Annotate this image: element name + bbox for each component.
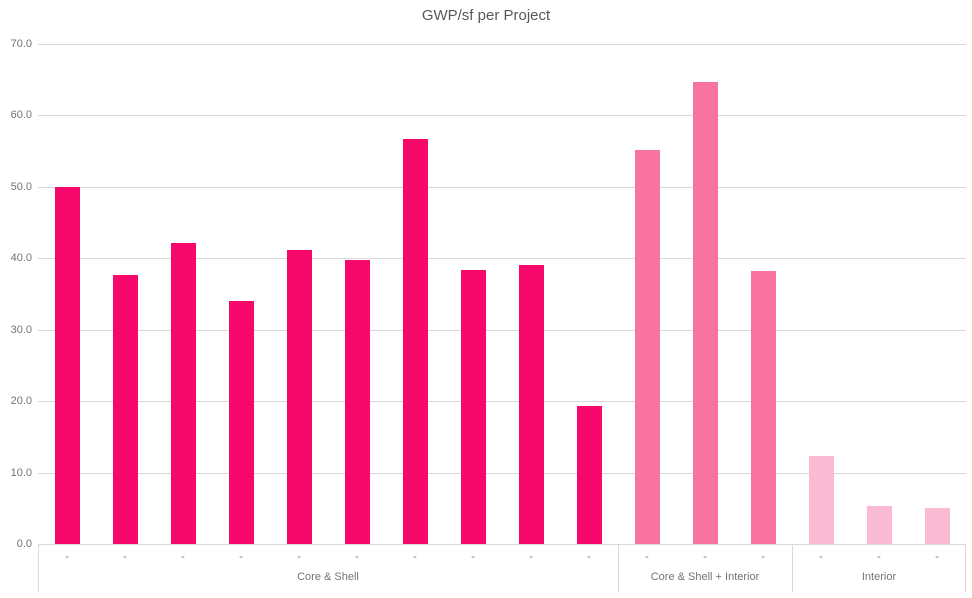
y-tick-label-10.0: 10.0 [10, 466, 32, 479]
axis-separator-1 [618, 545, 619, 592]
group-label-interior: Interior [861, 571, 897, 583]
y-tick-label-30.0: 30.0 [10, 323, 32, 336]
bar-core-shell-9 [518, 264, 544, 544]
bar-core-shell-2 [112, 275, 138, 544]
bar-core-shell-7 [402, 139, 428, 544]
gridline-60.0 [38, 115, 966, 117]
y-tick-label-20.0: 20.0 [10, 395, 32, 408]
axis-separator-0 [38, 545, 39, 592]
y-tick-label-60.0: 60.0 [10, 109, 32, 122]
group-label-core-shell: Core & Shell [297, 571, 359, 583]
x-tick-label: - [703, 551, 707, 563]
gridline-30.0 [38, 329, 966, 331]
bar-core-shell-4 [228, 301, 254, 544]
x-axis-band: - - - - - - - - - - Core & Shell - - - Core & Shell + … [38, 544, 966, 592]
axis-separator-2 [792, 545, 793, 592]
axis-separator-3 [965, 545, 966, 592]
x-tick-label: - [123, 551, 127, 563]
gridline-20.0 [38, 401, 966, 403]
x-tick-label: - [529, 551, 533, 563]
bar-interior-3 [924, 507, 950, 544]
x-tick-label: - [819, 551, 823, 563]
y-tick-label-70.0: 70.0 [10, 38, 32, 50]
x-tick-label: - [181, 551, 185, 563]
x-tick-label: - [587, 551, 591, 563]
bar-core-shell-3 [170, 242, 196, 544]
x-tick-label: - [761, 551, 765, 563]
x-tick-label: - [65, 551, 69, 563]
y-tick-label-50.0: 50.0 [10, 180, 32, 193]
x-tick-label: - [877, 551, 881, 563]
bar-interior-2 [866, 506, 892, 544]
x-tick-label: - [471, 551, 475, 563]
x-tick-label: - [239, 551, 243, 563]
bar-core-shell-interior-3 [750, 271, 776, 544]
bar-core-shell-6 [344, 260, 370, 544]
plot-area [38, 44, 966, 544]
group-label-core-shell-interior: Core & Shell + Interior [650, 571, 760, 583]
y-tick-label-40.0: 40.0 [10, 252, 32, 265]
bar-core-shell-interior-2 [692, 81, 718, 544]
bar-core-shell-8 [460, 270, 486, 544]
y-tick-label-0.0: 0.0 [16, 538, 32, 550]
x-tick-label: - [645, 551, 649, 563]
gridline-50.0 [38, 186, 966, 188]
x-tick-label: - [413, 551, 417, 563]
bar-core-shell-interior-1 [634, 149, 660, 544]
bar-core-shell-5 [286, 250, 312, 544]
gridline-10.0 [38, 472, 966, 474]
bar-core-shell-1 [54, 186, 80, 544]
x-tick-label: - [297, 551, 301, 563]
x-tick-label: - [935, 551, 939, 563]
x-tick-label: - [355, 551, 359, 563]
chart-title: GWP/sf per Project [421, 7, 551, 24]
gridline-40.0 [38, 258, 966, 260]
bar-interior-1 [808, 456, 834, 544]
bar-core-shell-10 [576, 406, 602, 544]
gridline-70.0 [38, 44, 966, 45]
